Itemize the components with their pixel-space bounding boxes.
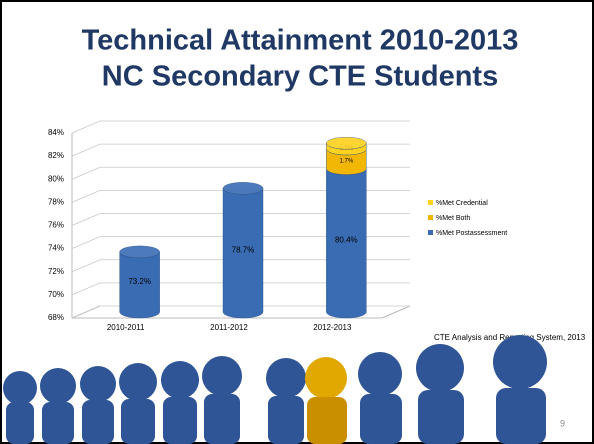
data-label: 78.7%: [232, 245, 255, 254]
legend-swatch: [428, 230, 433, 235]
y-tick-label: 72%: [48, 267, 64, 276]
legend-label: %Met Postassessment: [436, 230, 507, 237]
page-number: 9: [560, 418, 565, 428]
y-tick-label: 82%: [48, 151, 64, 160]
data-label: 1.7%: [339, 158, 353, 164]
legend-label: %Met Credential: [436, 200, 488, 207]
bar-top: [223, 182, 263, 194]
y-tick-label: 74%: [48, 244, 64, 253]
y-tick-label: 76%: [48, 221, 64, 230]
legend-label: %Met Both: [436, 215, 470, 222]
bar-top: [326, 137, 366, 149]
y-tick-label: 80%: [48, 174, 64, 183]
y-tick-label: 70%: [48, 290, 64, 299]
slide: Technical Attainment 2010-2013 NC Second…: [0, 0, 594, 444]
chart-subtitle: NC Secondary CTE Students: [102, 61, 498, 93]
legend-swatch: [428, 215, 433, 220]
data-label: 73.2%: [128, 277, 151, 286]
data-label: 80.4%: [335, 235, 358, 244]
legend-swatch: [428, 200, 433, 205]
y-tick-label: 68%: [48, 313, 64, 322]
x-tick-label: 2010-2011: [107, 323, 145, 332]
chart-title: Technical Attainment 2010-2013: [82, 25, 519, 57]
y-tick-label: 78%: [48, 197, 64, 206]
x-tick-label: 2011-2012: [210, 323, 248, 332]
y-tick-label: 84%: [48, 128, 64, 137]
x-tick-label: 2012-2013: [313, 323, 352, 332]
bar-top: [120, 246, 160, 258]
